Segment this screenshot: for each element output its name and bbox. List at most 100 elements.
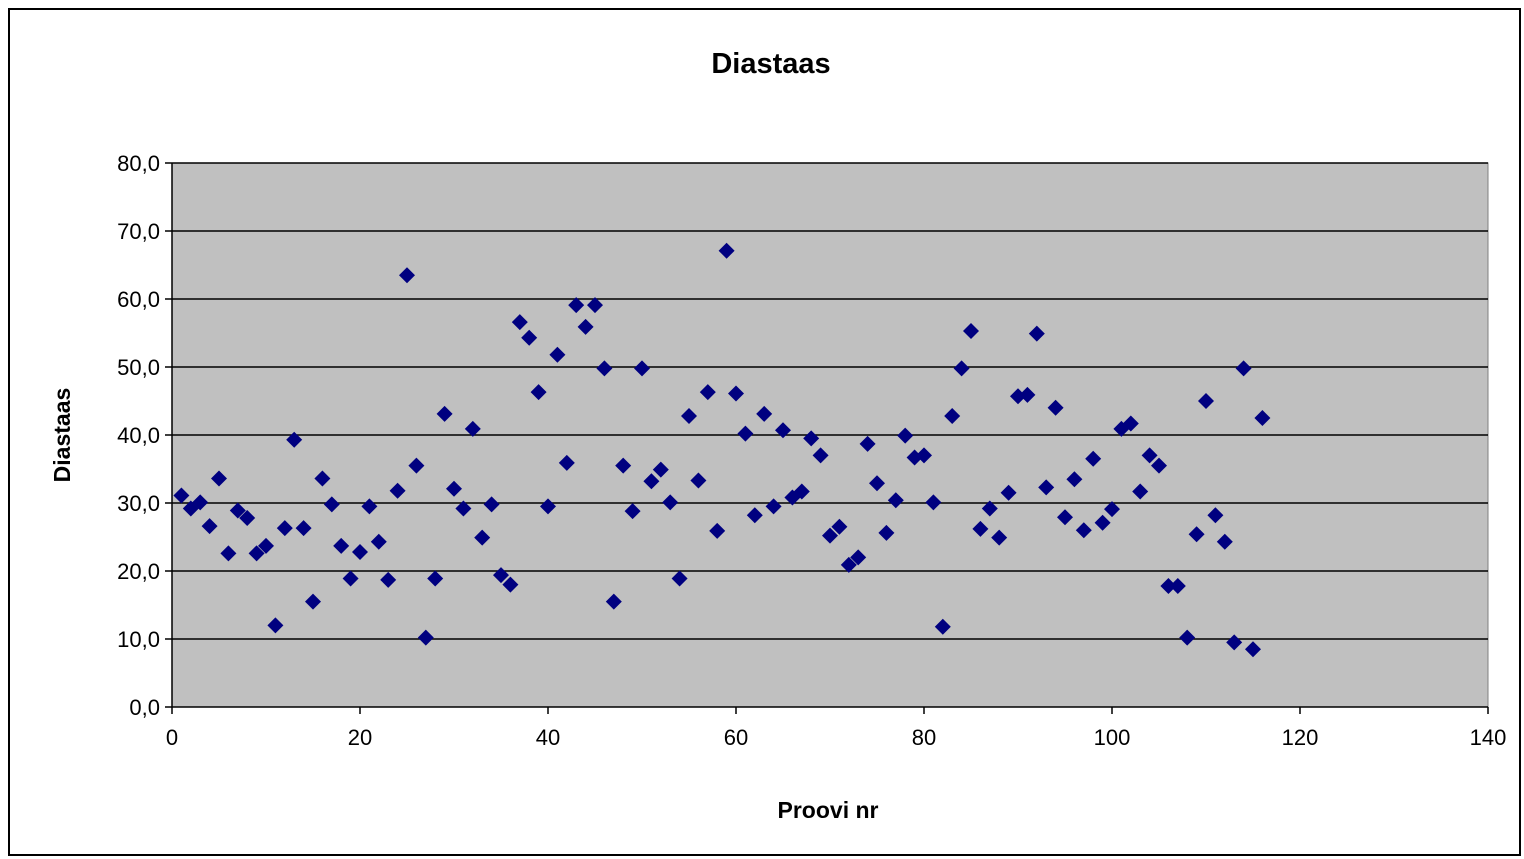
data-point <box>417 629 434 646</box>
data-point <box>925 494 942 511</box>
data-point <box>399 267 415 284</box>
data-point <box>352 543 368 560</box>
y-tick-label: 20,0 <box>117 559 160 584</box>
data-point <box>643 473 660 490</box>
y-tick-label: 40,0 <box>117 423 160 448</box>
data-point <box>1047 399 1064 416</box>
data-point <box>1226 634 1243 651</box>
data-point <box>605 593 622 610</box>
data-point <box>897 427 914 444</box>
y-tick-label: 10,0 <box>117 627 160 652</box>
data-point <box>615 457 632 474</box>
data-point <box>464 420 481 437</box>
data-point <box>1235 360 1252 377</box>
x-tick-label: 0 <box>166 725 178 750</box>
data-point <box>239 509 256 526</box>
data-point <box>934 618 951 635</box>
y-tick-label: 70,0 <box>117 219 160 244</box>
scatter-chart: 0,0 10,0 20,0 30,0 40,0 50,0 60,0 70,0 80,0 0 20 4… <box>49 48 1506 823</box>
data-point <box>380 571 397 588</box>
data-point <box>991 529 1008 546</box>
data-point <box>718 242 735 259</box>
data-point <box>1066 471 1083 488</box>
data-point <box>1179 629 1196 646</box>
data-point <box>577 318 594 335</box>
x-tick-label: 40 <box>536 725 560 750</box>
data-point <box>286 431 303 448</box>
data-point <box>624 503 641 520</box>
data-point <box>521 329 538 346</box>
x-tick-label: 100 <box>1094 725 1131 750</box>
data-point <box>765 498 782 515</box>
data-point <box>596 360 613 377</box>
data-point <box>822 527 838 544</box>
y-axis-title: Diastaas <box>49 388 75 483</box>
data-point <box>981 500 998 517</box>
data-point <box>1010 388 1026 405</box>
data-point <box>1207 507 1224 524</box>
data-point <box>1122 415 1139 432</box>
data-point <box>1188 526 1205 543</box>
x-tick-label: 80 <box>912 725 936 750</box>
data-point <box>831 518 848 535</box>
data-point <box>944 407 961 424</box>
data-point <box>568 297 585 314</box>
y-tick-label: 0,0 <box>129 695 160 720</box>
data-point <box>859 435 876 452</box>
data-point <box>220 545 237 562</box>
data-point <box>201 518 218 535</box>
y-tick-label: 80,0 <box>117 151 160 176</box>
data-point <box>737 425 754 442</box>
data-point <box>389 482 406 499</box>
data-point <box>1094 514 1111 531</box>
data-point <box>295 520 312 537</box>
data-point <box>709 522 726 539</box>
data-point <box>1019 386 1036 403</box>
data-point <box>869 475 885 492</box>
data-point <box>314 470 331 487</box>
data-point <box>756 405 773 422</box>
data-point <box>361 498 378 515</box>
data-point <box>173 487 190 504</box>
data-point <box>540 498 556 515</box>
data-point <box>1075 522 1092 539</box>
axes <box>165 162 1489 714</box>
data-point <box>1028 325 1045 342</box>
data-point <box>267 617 284 634</box>
x-tick-label: 140 <box>1470 725 1507 750</box>
data-point <box>502 576 519 593</box>
data-point <box>662 494 679 511</box>
data-point <box>775 422 791 439</box>
data-point <box>493 567 509 584</box>
data-point <box>1038 479 1055 496</box>
data-point <box>1198 393 1214 409</box>
data-points <box>173 242 1271 658</box>
x-tick-label: 120 <box>1282 725 1319 750</box>
data-point <box>953 360 970 377</box>
data-point <box>1104 501 1120 518</box>
x-axis-title: Proovi nr <box>778 797 879 823</box>
data-point <box>887 492 904 509</box>
data-point <box>248 545 265 562</box>
data-point <box>746 507 763 524</box>
x-tick-label: 20 <box>348 725 372 750</box>
data-point <box>511 314 528 331</box>
data-point <box>305 593 321 610</box>
data-point <box>229 502 246 519</box>
data-point <box>1151 457 1167 474</box>
chart-title: Diastaas <box>711 48 830 80</box>
data-point <box>972 520 989 537</box>
data-point <box>474 529 491 546</box>
data-point <box>1160 577 1177 594</box>
data-point <box>530 384 547 401</box>
data-point <box>323 496 340 513</box>
data-point <box>916 447 932 464</box>
data-point <box>276 520 293 537</box>
data-point <box>963 322 979 339</box>
data-point <box>587 297 603 314</box>
data-point <box>192 494 209 511</box>
x-axis-ticks: 0 20 40 60 80 100 120 140 <box>166 725 1506 750</box>
data-point <box>483 496 500 513</box>
data-point <box>850 549 867 566</box>
data-point <box>408 457 425 474</box>
